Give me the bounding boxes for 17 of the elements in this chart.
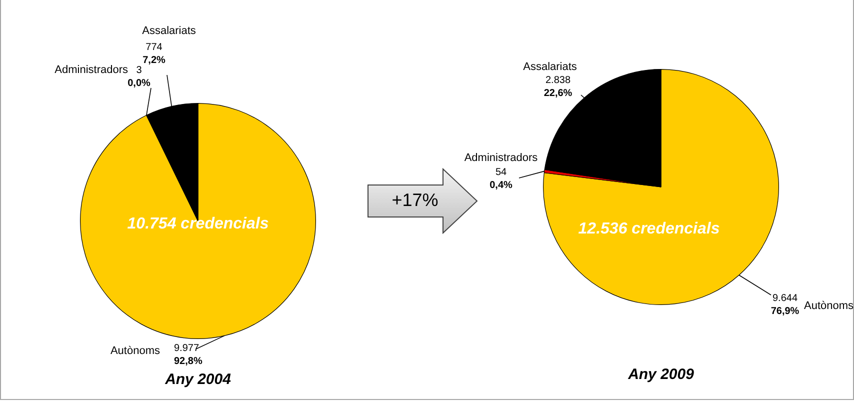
- text: 10.754 credencials: [127, 215, 269, 232]
- slice-label: Administradors: [464, 152, 538, 164]
- data-label: 2.838 22,6%: [544, 74, 572, 99]
- slice-label: Autònoms: [804, 300, 854, 312]
- data-label: 3 0,0%: [128, 64, 151, 89]
- text: Any 2004: [164, 371, 232, 388]
- text: +17%: [390, 189, 440, 211]
- data-label: 54 0,4%: [490, 166, 513, 191]
- data-label: 9.977 92,8%: [174, 342, 202, 367]
- slice-label: Assalariats: [142, 25, 196, 38]
- data-label: 774 7,2%: [142, 42, 166, 66]
- text: Any 2009: [627, 366, 695, 384]
- text: 12.536 credencials: [578, 220, 720, 238]
- slice-label: Autònoms: [110, 345, 160, 358]
- data-label: 9.644 76,9%: [770, 292, 800, 317]
- slice-label: Administradors: [54, 64, 128, 76]
- slice-label: Assalariats: [523, 61, 578, 74]
